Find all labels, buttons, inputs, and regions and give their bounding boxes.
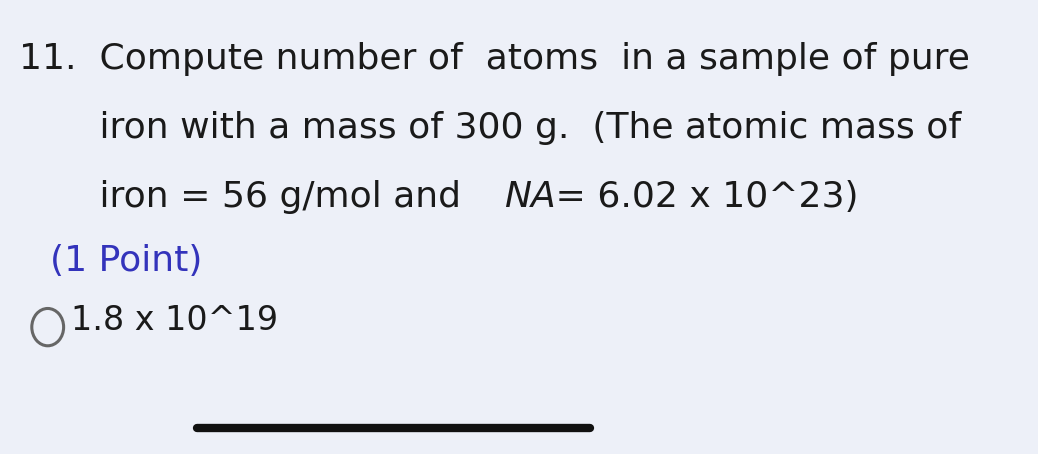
Text: NA: NA: [504, 180, 556, 214]
Text: iron with a mass of 300 g.  (The atomic mass of: iron with a mass of 300 g. (The atomic m…: [20, 111, 961, 145]
Text: 11.  Compute number of  atoms  in a sample of pure: 11. Compute number of atoms in a sample …: [20, 43, 971, 76]
Text: = 6.02 x 10^23): = 6.02 x 10^23): [544, 180, 858, 214]
Text: 1.8 x 10^19: 1.8 x 10^19: [72, 304, 278, 337]
Text: (1 Point): (1 Point): [50, 244, 202, 278]
Text: iron = 56 g/mol and: iron = 56 g/mol and: [20, 180, 472, 214]
